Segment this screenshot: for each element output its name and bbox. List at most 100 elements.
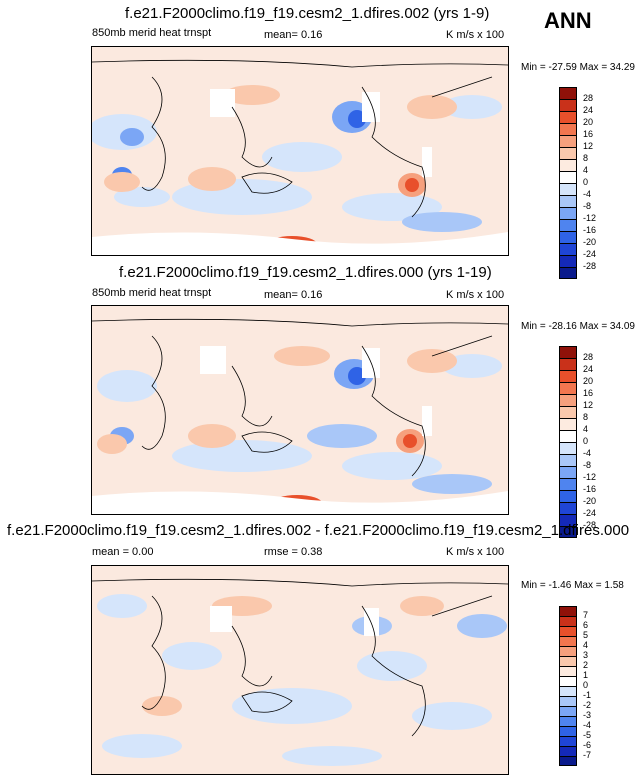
cbar1-box: [559, 207, 577, 219]
cbar3-label: -1: [583, 690, 592, 700]
cbar2-box: [559, 382, 577, 394]
cbar3-label: -2: [583, 700, 592, 710]
panel3-units: K m/s x 100: [446, 546, 505, 558]
cbar3-box: [559, 696, 577, 706]
cbar2-label: 12: [583, 400, 594, 410]
cbar1-label: 0: [583, 177, 589, 187]
panel1-map-svg: [92, 47, 508, 255]
cbar3-box: [559, 676, 577, 686]
cbar2-box: [559, 526, 577, 538]
cbar3-label: 1: [583, 670, 589, 680]
cbar2-label: -12: [583, 472, 597, 482]
cbar2-box: [559, 406, 577, 418]
panel3-title: f.e21.F2000climo.f19_f19.cesm2_1.dfires.…: [7, 522, 630, 539]
cbar2-label: 28: [583, 352, 594, 362]
cbar1-box: [559, 159, 577, 171]
cbar1-box: [559, 135, 577, 147]
panel1-units: K m/s x 100: [446, 29, 505, 41]
cbar3-box: [559, 656, 577, 666]
cbar2-box: [559, 478, 577, 490]
cbar1-label: -24: [583, 249, 597, 259]
cbar1-box: [559, 267, 577, 279]
panel3-map-svg: [92, 566, 508, 774]
season-label: ANN: [544, 8, 592, 33]
panel2-variable: 850mb merid heat trnspt: [92, 287, 212, 299]
cbar3-box: [559, 706, 577, 716]
cbar3-label: 5: [583, 630, 589, 640]
cbar3-label: -7: [583, 750, 592, 760]
cbar1-box: [559, 243, 577, 255]
panel1-minmax: Min = -27.59 Max = 34.29: [521, 62, 635, 73]
cbar1-label: -4: [583, 189, 592, 199]
panel1-colorbar: 28 24 20 16 12 8 4 0 -4 -8 -12 -16 -20 -…: [559, 87, 596, 279]
panel2-title: f.e21.F2000climo.f19_f19.cesm2_1.dfires.…: [119, 264, 492, 281]
cbar2-box: [559, 394, 577, 406]
cbar1-label: 24: [583, 105, 594, 115]
cbar2-box: [559, 502, 577, 514]
cbar3-label: 7: [583, 610, 589, 620]
cbar1-box: [559, 87, 577, 99]
cbar2-label: 16: [583, 388, 594, 398]
panel2-minmax: Min = -28.16 Max = 34.09: [521, 321, 635, 332]
panel3-minmax: Min = -1.46 Max = 1.58: [521, 580, 624, 591]
panel2-map: [91, 305, 509, 515]
panel3-colorbar-boxes: [559, 606, 577, 766]
panel2-colorbar: 28 24 20 16 12 8 4 0 -4 -8 -12 -16 -20 -…: [559, 346, 596, 538]
cbar3-label: -3: [583, 710, 592, 720]
cbar3-box: [559, 636, 577, 646]
cbar3-box: [559, 626, 577, 636]
cbar3-box: [559, 606, 577, 616]
cbar2-label: 4: [583, 424, 589, 434]
cbar3-box: [559, 746, 577, 756]
cbar2-label: -8: [583, 460, 592, 470]
cbar3-box: [559, 736, 577, 746]
panel1-map: [91, 46, 509, 256]
cbar3-box: [559, 616, 577, 626]
cbar2-box: [559, 430, 577, 442]
cbar1-box: [559, 195, 577, 207]
cbar2-label: -16: [583, 484, 597, 494]
cbar1-box: [559, 231, 577, 243]
cbar2-label: 0: [583, 436, 589, 446]
cbar1-label: 28: [583, 93, 594, 103]
cbar1-label: -20: [583, 237, 597, 247]
panel3-rmse: rmse = 0.38: [264, 546, 323, 558]
cbar2-box: [559, 454, 577, 466]
panel2-map-svg: [92, 306, 508, 514]
panel2-mean: mean= 0.16: [264, 289, 323, 301]
panel1-title: f.e21.F2000climo.f19_f19.cesm2_1.dfires.…: [125, 5, 490, 22]
cbar3-label: -6: [583, 740, 592, 750]
cbar3-box: [559, 646, 577, 656]
cbar1-box: [559, 171, 577, 183]
cbar1-box: [559, 123, 577, 135]
cbar2-box: [559, 418, 577, 430]
panel1-mean: mean= 0.16: [264, 29, 323, 41]
cbar2-label: -28: [583, 520, 597, 530]
cbar3-box: [559, 686, 577, 696]
cbar1-label: 8: [583, 153, 589, 163]
cbar2-label: 8: [583, 412, 589, 422]
cbar2-box: [559, 490, 577, 502]
cbar3-label: -5: [583, 730, 592, 740]
cbar2-box: [559, 442, 577, 454]
cbar2-box: [559, 358, 577, 370]
cbar2-box: [559, 370, 577, 382]
cbar2-box: [559, 346, 577, 358]
cbar1-box: [559, 219, 577, 231]
cbar1-box: [559, 255, 577, 267]
cbar1-label: 16: [583, 129, 594, 139]
cbar1-box: [559, 111, 577, 123]
cbar3-label: 4: [583, 640, 589, 650]
cbar1-label: -28: [583, 261, 597, 271]
cbar3-box: [559, 666, 577, 676]
panel3-colorbar: 7 6 5 4 3 2 1 0 -1 -2 -3 -4 -5 -6 -7: [559, 606, 591, 766]
cbar1-label: -16: [583, 225, 597, 235]
cbar2-label: 24: [583, 364, 594, 374]
cbar1-label: 12: [583, 141, 594, 151]
cbar3-box: [559, 756, 577, 766]
cbar1-label: 4: [583, 165, 589, 175]
panel2-colorbar-boxes: [559, 346, 577, 538]
cbar1-box: [559, 147, 577, 159]
cbar2-box: [559, 466, 577, 478]
cbar3-box: [559, 716, 577, 726]
